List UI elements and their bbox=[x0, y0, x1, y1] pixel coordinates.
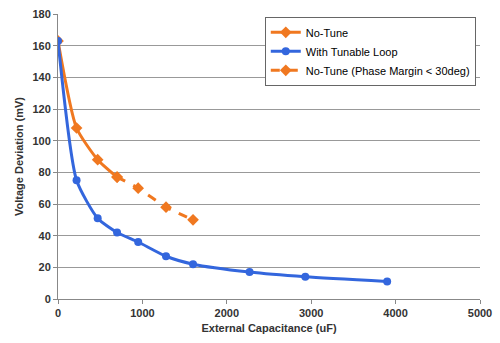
svg-text:0: 0 bbox=[55, 307, 61, 319]
svg-text:60: 60 bbox=[39, 198, 51, 210]
svg-text:5000: 5000 bbox=[468, 307, 492, 319]
svg-text:120: 120 bbox=[32, 103, 50, 115]
svg-text:With Tunable Loop: With Tunable Loop bbox=[306, 46, 398, 58]
svg-text:4000: 4000 bbox=[383, 307, 407, 319]
svg-text:No-Tune (Phase Margin < 30deg): No-Tune (Phase Margin < 30deg) bbox=[306, 65, 470, 77]
svg-text:2000: 2000 bbox=[215, 307, 239, 319]
svg-text:140: 140 bbox=[32, 71, 50, 83]
svg-text:40: 40 bbox=[39, 230, 51, 242]
svg-text:160: 160 bbox=[32, 40, 50, 52]
svg-text:External Capacitance (uF): External Capacitance (uF) bbox=[201, 322, 336, 334]
svg-text:80: 80 bbox=[39, 166, 51, 178]
svg-text:20: 20 bbox=[39, 261, 51, 273]
svg-text:No-Tune: No-Tune bbox=[306, 27, 348, 39]
svg-text:180: 180 bbox=[32, 8, 50, 20]
svg-text:0: 0 bbox=[45, 293, 51, 305]
svg-text:100: 100 bbox=[32, 135, 50, 147]
svg-text:1000: 1000 bbox=[130, 307, 154, 319]
svg-text:Voltage Deviation (mV): Voltage Deviation (mV) bbox=[13, 97, 25, 216]
svg-text:3000: 3000 bbox=[299, 307, 323, 319]
